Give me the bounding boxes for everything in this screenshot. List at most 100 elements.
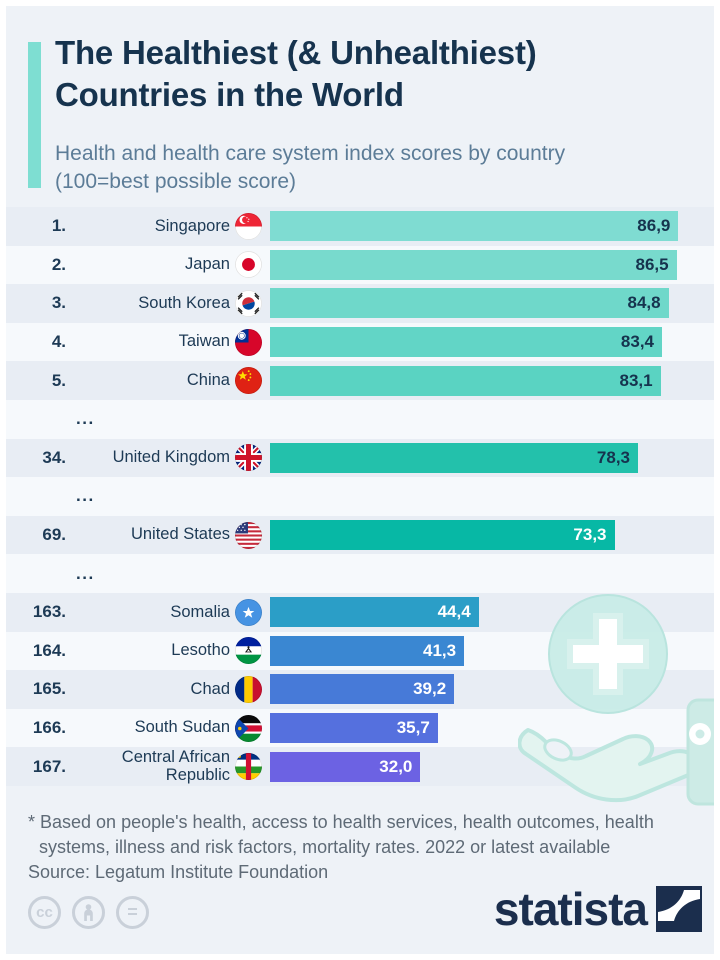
flag-icon-jp [235, 251, 262, 279]
rank-label: 166. [32, 718, 66, 738]
bar-area: 44,4 [270, 597, 714, 628]
source-label: Source: Legatum Institute Foundation [28, 862, 329, 882]
ellipsis-label: ... [76, 486, 95, 506]
flag-icon-cf [235, 753, 262, 781]
score-bar: 86,5 [270, 249, 677, 280]
score-value: 86,9 [637, 216, 671, 236]
page-subtitle: Health and health care system index scor… [55, 142, 566, 193]
ellipsis-label: ... [76, 563, 95, 583]
score-value: 83,4 [620, 332, 654, 352]
chart-rows: 1. Singapore 86,9 2. Japan 86,5 3. South Korea 8… [6, 207, 714, 786]
score-value: 32,0 [379, 756, 413, 776]
flag-icon-cn [235, 367, 262, 395]
footnote: * Based on people's health, access to he… [28, 812, 654, 857]
score-bar: 78,3 [270, 442, 638, 473]
country-label: South Sudan [134, 718, 230, 737]
table-row: 165. Chad 39,2 [6, 670, 714, 709]
ellipsis-row: ... [6, 477, 714, 516]
flag-icon-us [235, 521, 262, 549]
score-value: 39,2 [413, 679, 447, 699]
score-bar: 35,7 [270, 713, 438, 744]
table-row: 2. Japan 86,5 [6, 245, 714, 285]
bar-area: 86,9 [270, 211, 714, 242]
bar-area: 35,7 [270, 713, 714, 744]
score-value: 44,4 [437, 602, 471, 622]
flag-icon-so [235, 598, 262, 626]
score-bar: 83,4 [270, 327, 662, 358]
score-bar: 41,3 [270, 635, 465, 666]
flag-icon-tw [235, 328, 262, 356]
infographic-canvas: The Healthiest (& Unhealthiest) Countrie… [6, 6, 714, 954]
country-label: South Korea [138, 293, 230, 312]
rank-label: 34. [42, 447, 66, 467]
rank-label: 167. [32, 756, 66, 776]
table-row: 167. Central African Republic 32,0 [6, 747, 714, 786]
bar-area: 73,3 [270, 520, 714, 551]
ellipsis-row: ... [6, 554, 714, 593]
score-bar: 39,2 [270, 674, 455, 705]
cc-icon[interactable]: cc [28, 896, 61, 929]
country-label: Central African Republic [121, 748, 230, 784]
table-row: 34. United Kingdom 78,3 [6, 438, 714, 478]
score-value: 35,7 [396, 718, 430, 738]
table-row: 166. South Sudan 35,7 [6, 708, 714, 748]
bar-area: 83,4 [270, 327, 714, 358]
flag-icon-kr [235, 289, 262, 317]
score-value: 84,8 [627, 293, 661, 313]
rank-label: 165. [32, 679, 66, 699]
statista-logo[interactable]: statista [494, 886, 702, 932]
rank-label: 163. [32, 602, 66, 622]
country-label: Chad [190, 679, 230, 698]
table-row: 69. United States 73,3 [6, 515, 714, 555]
bar-area: 39,2 [270, 674, 714, 705]
score-bar: 86,9 [270, 211, 679, 242]
ellipsis-label: ... [76, 409, 95, 429]
ellipsis-row: ... [6, 399, 714, 439]
score-value: 83,1 [619, 370, 653, 390]
rank-label: 164. [32, 640, 66, 660]
country-label: Japan [185, 255, 230, 274]
bar-area: 78,3 [270, 442, 714, 473]
equals-icon[interactable]: = [116, 896, 149, 929]
bar-area: 86,5 [270, 249, 714, 280]
bar-area: 41,3 [270, 635, 714, 666]
flag-icon-ls [235, 637, 262, 665]
license-icons: cc = [28, 896, 149, 929]
statista-square-icon [656, 886, 702, 932]
score-value: 73,3 [573, 525, 607, 545]
rank-label: 5. [51, 370, 66, 390]
flag-icon-sg [235, 212, 262, 240]
rank-label: 4. [51, 332, 66, 352]
bar-area: 32,0 [270, 751, 714, 782]
statista-wordmark: statista [493, 883, 648, 935]
country-label: Somalia [170, 602, 230, 621]
score-bar: 83,1 [270, 365, 661, 396]
bar-area: 83,1 [270, 365, 714, 396]
table-row: 163. Somalia 44,4 [6, 592, 714, 632]
table-row: 5. China 83,1 [6, 361, 714, 400]
table-row: 3. South Korea 84,8 [6, 284, 714, 323]
table-row: 164. Lesotho 41,3 [6, 631, 714, 671]
score-value: 78,3 [596, 447, 630, 467]
bar-area: 84,8 [270, 288, 714, 319]
score-bar: 32,0 [270, 751, 421, 782]
table-row: 1. Singapore 86,9 [6, 207, 714, 246]
country-label: China [186, 371, 230, 390]
page-title: The Healthiest (& Unhealthiest) Countrie… [55, 34, 537, 114]
score-bar: 84,8 [270, 288, 669, 319]
person-icon[interactable] [72, 896, 105, 929]
rank-label: 69. [42, 525, 66, 545]
country-label: Lesotho [171, 641, 230, 660]
score-value: 41,3 [423, 640, 457, 660]
country-label: Taiwan [178, 332, 230, 351]
flag-icon-gb [235, 444, 262, 472]
country-label: United Kingdom [112, 448, 230, 467]
rank-label: 2. [51, 254, 66, 274]
flag-icon-td [235, 675, 262, 703]
score-value: 86,5 [635, 254, 669, 274]
country-label: United States [130, 525, 230, 544]
score-bar: 73,3 [270, 520, 615, 551]
country-label: Singapore [154, 216, 230, 235]
table-row: 4. Taiwan 83,4 [6, 322, 714, 362]
flag-icon-ss [235, 714, 262, 742]
